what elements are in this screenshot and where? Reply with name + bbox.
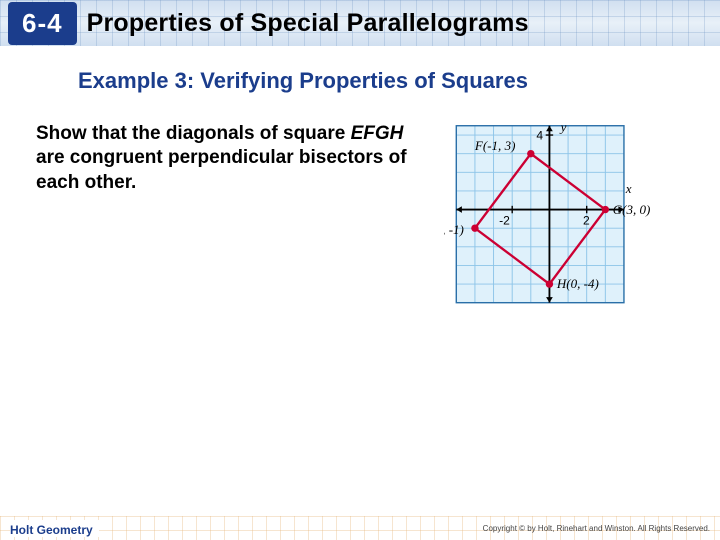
graph-container: x y -2 2 4 E(-4, -1) F(-1, 3) G(3, 0) H(0, -4) <box>444 122 694 312</box>
example-prompt: Show that the diagonals of square EFGH a… <box>36 122 426 312</box>
footer-copyright: Copyright © by Holt, Rinehart and Winsto… <box>483 524 710 533</box>
header-title: Properties of Special Parallelograms <box>87 9 529 38</box>
example-title: Example 3: Verifying Properties of Squar… <box>78 68 720 94</box>
svg-text:y: y <box>559 122 567 134</box>
section-badge: 6-4 <box>8 2 77 45</box>
prompt-square-name: EFGH <box>351 123 404 144</box>
prompt-pre: Show that the diagonals of square <box>36 123 351 144</box>
svg-text:H(0, -4): H(0, -4) <box>556 276 599 291</box>
svg-text:G(3, 0): G(3, 0) <box>613 202 651 217</box>
svg-text:x: x <box>625 181 632 196</box>
content-row: Show that the diagonals of square EFGH a… <box>0 122 720 312</box>
svg-text:4: 4 <box>536 129 543 143</box>
coordinate-graph: x y -2 2 4 E(-4, -1) F(-1, 3) G(3, 0) H(0, -4) <box>444 122 694 312</box>
header-bar: 6-4 Properties of Special Parallelograms <box>0 0 720 46</box>
svg-text:-2: -2 <box>499 213 510 227</box>
svg-text:2: 2 <box>583 213 590 227</box>
svg-text:F(-1, 3): F(-1, 3) <box>474 138 515 153</box>
prompt-post: are congruent perpendicular bisectors of… <box>36 147 407 192</box>
svg-text:E(-4, -1): E(-4, -1) <box>444 222 464 237</box>
footer-bar: Holt Geometry Copyright © by Holt, Rineh… <box>0 516 720 540</box>
footer-brand: Holt Geometry <box>10 520 99 537</box>
